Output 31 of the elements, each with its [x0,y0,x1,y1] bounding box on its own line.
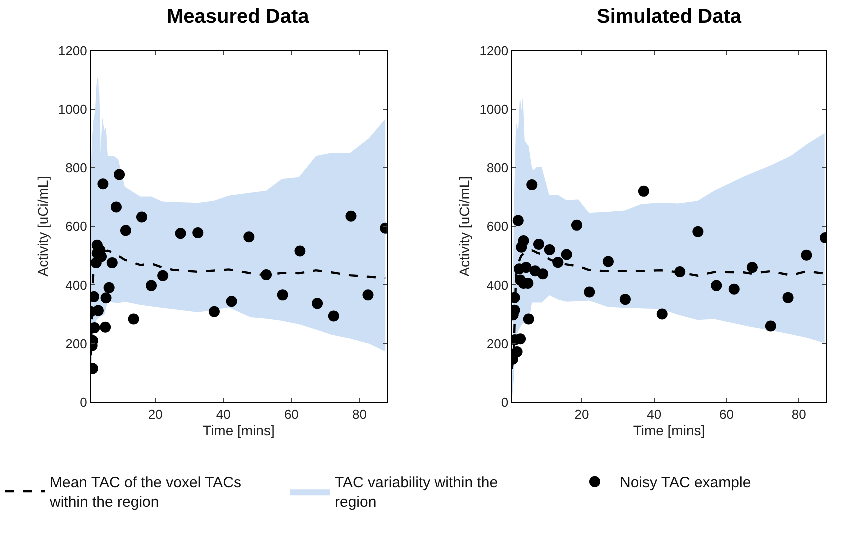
y-tick-label: 800 [66,160,88,176]
legend-label: Noisy TAC example [620,474,752,492]
y-tick-label: 1000 [480,102,509,117]
y-tick-label: 0 [80,394,88,410]
x-tick-label: 40 [216,407,231,422]
y-tick-label: 800 [486,160,509,176]
y-tick-label: 1200 [58,43,88,58]
legend-label: Mean TAC of the voxel TACs within the region [49,474,242,512]
chart-title: Measured Data [167,6,310,28]
y-tick-label: 0 [501,394,509,410]
x-tick-label: 40 [647,407,662,422]
y-tick-label: 600 [66,219,88,234]
x-tick-label: 80 [792,407,806,422]
x-tick-label: 20 [574,407,590,422]
x-axis-title: Time [mins] [633,422,706,438]
y-axis-title: Activity [uCi/mL] [35,176,52,277]
y-tick-label: 200 [66,336,88,352]
x-tick-label: 80 [352,407,367,422]
x-tick-label: 60 [720,407,734,422]
y-tick-label: 1200 [480,43,509,58]
y-tick-label: 400 [66,278,88,293]
y-tick-label: 200 [486,336,509,352]
y-tick-label: 400 [486,278,509,293]
x-tick-label: 20 [148,407,163,422]
y-tick-label: 600 [486,219,509,234]
y-tick-label: 1000 [58,102,88,117]
y-axis-title: Activity [uCi/mL] [456,176,472,277]
chart-title: Simulated Data [597,6,742,28]
x-tick-label: 60 [284,407,299,422]
text: TAC variability within the region [335,474,498,512]
x-axis-title: Time [mins] [203,422,275,438]
